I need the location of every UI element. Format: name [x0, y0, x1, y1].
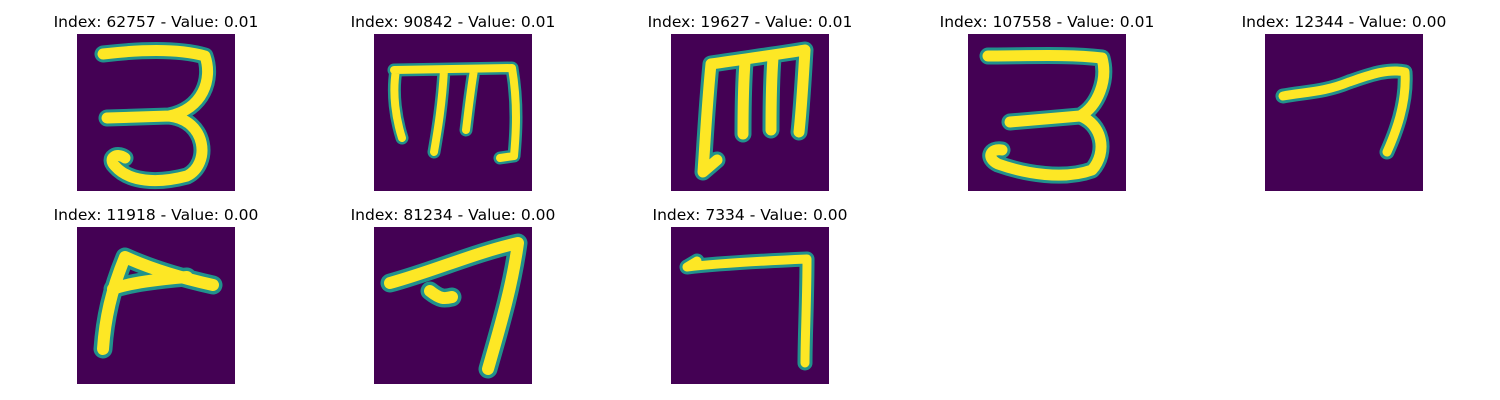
image-panel: Index: 12344 - Value: 0.00 [1224, 12, 1464, 194]
panel-title: Index: 11918 - Value: 0.00 [53, 206, 259, 224]
panel-title: Index: 7334 - Value: 0.00 [652, 206, 848, 224]
digit-7-image [77, 227, 235, 384]
image-panel: Index: 7334 - Value: 0.00 [630, 205, 870, 387]
panel-title: Index: 12344 - Value: 0.00 [1241, 13, 1447, 31]
image-panel: Index: 90842 - Value: 0.01 [333, 12, 573, 194]
digit-3-image [968, 34, 1126, 191]
image-panel: Index: 19627 - Value: 0.01 [630, 12, 870, 194]
digit-3-image [77, 34, 235, 191]
digit-7-image [671, 227, 829, 384]
image-panel: Index: 62757 - Value: 0.01 [36, 12, 276, 194]
m-shape-image [374, 34, 532, 191]
panel-title: Index: 62757 - Value: 0.01 [53, 13, 259, 31]
digit-7-image [1265, 34, 1423, 191]
panel-title: Index: 90842 - Value: 0.01 [350, 13, 556, 31]
digit-7-image [374, 227, 532, 384]
image-panel: Index: 11918 - Value: 0.00 [36, 205, 276, 387]
image-panel: Index: 81234 - Value: 0.00 [333, 205, 573, 387]
image-panel: Index: 107558 - Value: 0.01 [927, 12, 1167, 194]
panel-title: Index: 107558 - Value: 0.01 [939, 13, 1155, 31]
panel-title: Index: 19627 - Value: 0.01 [647, 13, 853, 31]
panel-title: Index: 81234 - Value: 0.00 [350, 206, 556, 224]
m-shape-image [671, 34, 829, 191]
